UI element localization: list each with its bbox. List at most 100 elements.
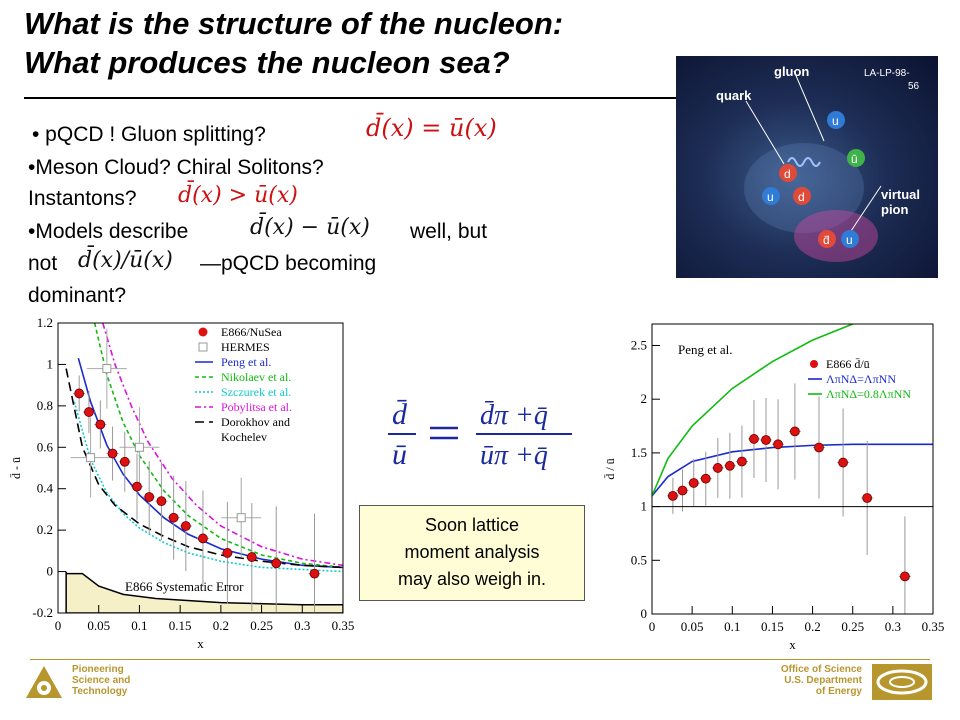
systematic-error-label: E866 Systematic Error [125,579,244,594]
legend-label-kochelev: Kochelev [221,430,267,444]
data-point [761,435,771,445]
data-point [700,473,711,484]
x-tick-label: 0.25 [841,619,864,634]
ratio-lhs-denominator: ū [392,438,407,471]
bullet-5a: not [28,252,58,275]
data-point [95,419,106,430]
data-point [271,558,282,569]
data-point [180,521,191,531]
data-point [119,456,130,467]
x-tick-label: 0.15 [761,619,784,634]
data-point [156,496,167,507]
data-point [246,552,257,562]
x-tick-label: 0.35 [332,618,355,633]
hermes-point [236,513,246,523]
y-tick-label: 0.5 [631,552,647,567]
curve-n-nn [652,443,933,497]
title-divider [24,97,714,99]
y-tick-label: 0.8 [37,398,53,413]
equation-meson: d̄(x) > ū(x) [178,183,298,208]
legend-label-nikolaev-et-al: Nikolaev et al. [221,370,291,384]
data-point [144,492,155,502]
svg-text:u: u [767,190,774,204]
data-point [724,460,735,471]
data-point [222,548,233,558]
footer-lab-text: Pioneering Science and Technology [72,664,131,697]
svg-text:u: u [846,233,853,247]
hermes-point [102,364,112,374]
legend-marker-e866-ratio [810,360,818,368]
svg-text:d: d [784,167,791,181]
legend-label-hermes: HERMES [221,340,270,354]
equation-difference: d̄(x) − ū(x) [250,215,370,240]
y-tick-label: 1.2 [37,315,53,330]
y-tick-label: 2.5 [631,337,647,352]
bullet-2: •Meson Cloud? Chiral Solitons? [28,156,324,179]
data-point [667,490,678,501]
chart-dbar-over-ubar: 0 0.05 0.1 0.15 0.2 0.25 0.3 0.35 0 0.5 1 1.5 2 2.5 x d… [603,323,944,652]
bullet-1: • pQCD ! Gluon splitting? [32,123,266,146]
curve-pobylitsa-et-al [102,323,343,567]
curve-szczurek-et-al [73,401,343,573]
x-tick-label: 0.3 [294,618,310,633]
lattice-callout: Soon lattice moment analysis may also we… [359,505,585,601]
pion-label: pion [881,202,908,217]
footer-doe-text: Office of Science U.S. Department of Ene… [780,664,862,697]
callout-line-3: may also weigh in. [397,569,547,589]
svg-text:ū: ū [851,152,858,166]
data-point [790,426,800,437]
data-point [132,481,142,492]
slide-title: What is the structure of the nucleon: Wh… [24,4,724,82]
data-point [814,442,824,453]
svg-text:d: d [798,190,805,204]
x-tick-label: 0.3 [885,619,901,634]
ratio-lhs-numerator: d̄ [392,398,408,431]
legend-label-peng-et-al: Peng et al. [221,355,271,369]
title-line-1: What is the structure of the nucleon: [24,6,564,41]
bullet-4a: •Models describe [28,220,189,243]
data-point [749,434,759,444]
legend-label-e866-ratio: E866 d̄/ū [826,357,870,371]
chart-dbar-minus-ubar: 0 0.05 0.1 0.15 0.2 0.25 0.3 0.35-0.200.20.40.6… [9,315,355,651]
x-tick-label: 0 [649,619,656,634]
x-axis-label: x [789,637,796,652]
legend-marker-hermes [198,342,208,352]
y-tick-label: 0 [641,606,648,621]
callout-line-2: moment analysis [404,542,540,562]
data-point [688,478,699,488]
lab-logo-icon [26,666,62,698]
footer-divider [30,659,930,660]
legend-label-szczurek-et-al: Szczurek et al. [221,385,291,399]
data-point [899,571,910,582]
x-tick-label: 0.25 [250,618,273,633]
legend-label-dorokhov-and: Dorokhov and [221,415,290,429]
data-point [838,457,848,468]
curve-n-0-8-nn [652,324,856,497]
legend-label-08-ratio: ΛπNΔ=0.8ΛπNN [826,387,911,401]
ref-label-2: 56 [908,81,920,92]
legend-marker-e866 [198,327,208,337]
x-tick-label: 0.1 [131,618,147,633]
x-tick-label: 0.2 [804,619,820,634]
svg-text:d̄: d̄ [823,233,830,247]
y-tick-label: 1 [641,499,648,514]
nucleon-illustration: u ū d u d d̄ u gluon quark virtual pion … [676,56,938,278]
y-axis-label: d̄ / ū [603,458,617,479]
peng-annotation: Peng et al. [678,342,733,357]
gluon-label: gluon [774,64,809,79]
plot-area [65,323,343,613]
legend-label-peng-ratio: ΛπNΔ=ΛπNN [826,372,896,386]
x-tick-label: 0.1 [724,619,740,634]
legend-label-e866-nusea: E866/NuSea [221,325,282,339]
x-tick-label: 0 [55,618,62,633]
y-tick-label: 1.5 [631,445,647,460]
hermes-point [134,442,144,452]
callout-line-1: Soon lattice [424,515,520,535]
bullet-3: Instantons? [28,187,137,210]
y-tick-label: 1 [47,356,54,371]
data-point [168,512,179,523]
data-point [677,485,688,496]
doe-logo-icon [872,664,932,700]
y-tick-label: 0.6 [37,439,54,454]
hermes-point [86,453,96,463]
